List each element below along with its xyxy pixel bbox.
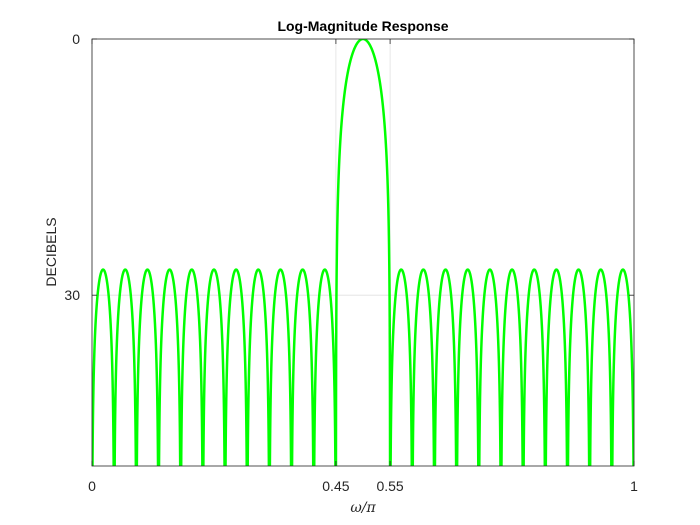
data-layer [92, 39, 634, 466]
x-axis-label: ω/π [350, 500, 376, 516]
x-tick-label: 1 [630, 478, 638, 494]
response-line [92, 39, 634, 466]
x-tick-labels: 0 0.45 0.55 1 [88, 478, 638, 494]
chart-title: Log-Magnitude Response [277, 18, 448, 34]
plot-frame [91, 38, 635, 467]
y-axis-label: DECIBELS [43, 217, 59, 286]
y-tick-label: 0 [72, 31, 80, 47]
plot-area [92, 39, 634, 466]
x-tick-label: 0.45 [322, 478, 349, 494]
x-tick-label: 0 [88, 478, 96, 494]
x-tick-label: 0.55 [376, 478, 403, 494]
y-tick-label: 30 [64, 287, 80, 303]
tick-marks [91, 38, 635, 466]
y-tick-labels: 0 30 [64, 31, 80, 303]
